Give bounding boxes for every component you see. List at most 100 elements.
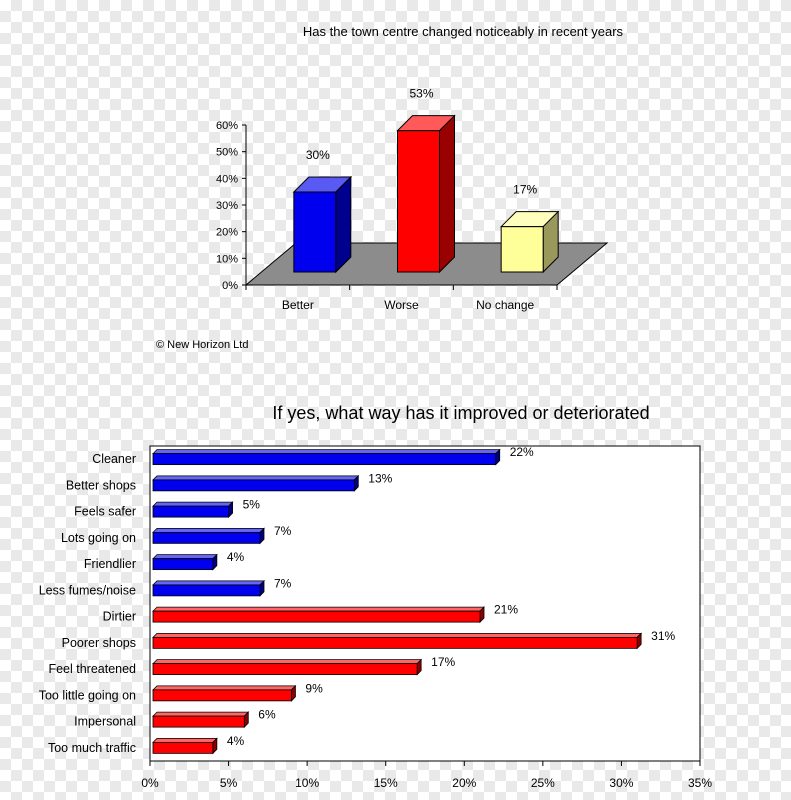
chart2-bar-front [152, 610, 481, 623]
chart2-x-tick-label: 30% [609, 776, 633, 790]
chart1-category-label: No change [476, 298, 534, 312]
chart2-bar [152, 501, 234, 519]
chart2-bar [152, 527, 265, 545]
chart2-bar-top [152, 632, 643, 638]
chart2-bar [152, 737, 218, 755]
chart2-bar-top [152, 554, 218, 560]
chart2-category-label: Too much traffic [48, 741, 136, 755]
chart2-bar [152, 711, 250, 729]
chart1-labels: 30% Better 53% Worse 17% No change [282, 87, 538, 312]
improved-or-deteriorated-chart: If yes, what way has it improved or dete… [39, 403, 713, 790]
chart2-x-tick-label: 0% [141, 776, 159, 790]
chart2-value-label: 4% [227, 550, 245, 564]
chart2-x-tick-label: 10% [295, 776, 319, 790]
chart1-bar-side [439, 114, 455, 274]
chart2-value-label: 22% [510, 445, 534, 459]
chart2-bar-front [152, 505, 229, 518]
chart1-y-ticks: 0% 10% 20% 30% 40% 50% 60% [216, 120, 558, 292]
chart2-bar-top [152, 580, 265, 586]
chart2-title: If yes, what way has it improved or dete… [272, 403, 649, 423]
chart2-bar-top [152, 659, 423, 665]
chart1-value-label: 17% [513, 183, 537, 197]
chart2-value-label: 7% [274, 524, 292, 538]
chart2-category-label: Too little going on [39, 688, 136, 702]
chart2-bar-front [152, 453, 497, 466]
chart1-y-tick-label: 20% [216, 227, 238, 239]
chart1-bar-front [500, 226, 544, 273]
chart2-category-label: Feels safer [74, 505, 136, 519]
chart2-bar [152, 606, 485, 624]
chart2-category-label: Lots going on [61, 531, 136, 545]
chart1-bar [292, 175, 353, 274]
chart2-bar-top [152, 711, 250, 717]
chart2-value-label: 13% [368, 471, 392, 485]
chart1-value-label: 53% [409, 87, 433, 101]
copyright-footnote: © New Horizon Ltd [156, 339, 248, 351]
chart2-bar [152, 553, 218, 571]
chart2-bar [152, 579, 265, 597]
chart1-y-tick-label: 30% [216, 200, 238, 212]
chart2-category-label: Cleaner [92, 452, 136, 466]
chart2-bar-front [152, 584, 261, 597]
chart2-value-label: 4% [227, 734, 245, 748]
chart2-category-label: Less fumes/noise [39, 583, 136, 597]
chart2-category-label: Friendlier [84, 557, 136, 571]
chart2-bar-front [152, 663, 418, 676]
chart1-value-label: 30% [306, 148, 330, 162]
chart1-bar [499, 210, 560, 274]
chart1-y-tick-label: 60% [216, 120, 238, 132]
chart2-bar-top [152, 449, 501, 455]
chart2-plot-area [149, 445, 701, 762]
chart2-labels: 22% Cleaner 13% Better shops 5% Feels safer 7%… [39, 445, 676, 755]
chart1-category-label: Worse [384, 298, 419, 312]
chart2-bar-front [152, 531, 261, 544]
chart1-title: Has the town centre changed noticeably i… [303, 24, 624, 39]
chart2-bar-front [152, 689, 292, 702]
chart2-x-tick-label: 35% [688, 776, 712, 790]
chart2-category-label: Impersonal [74, 715, 136, 729]
chart2-value-label: 9% [305, 681, 323, 695]
chart2-value-label: 7% [274, 576, 292, 590]
chart1-y-tick-label: 10% [216, 253, 238, 265]
chart1-bar [396, 114, 456, 274]
chart2-x-tick-label: 20% [452, 776, 476, 790]
chart2-category-label: Dirtier [103, 610, 136, 624]
chart1-bar-front [293, 191, 337, 273]
chart2-x-ticks: 0% 5% 10% 15% 20% 25% 30% 35% [141, 761, 712, 790]
chart2-x-tick-label: 25% [531, 776, 555, 790]
chart1-y-tick-label: 40% [216, 173, 238, 185]
chart1-bar-side [335, 175, 352, 274]
chart1-y-tick-label: 50% [216, 147, 238, 159]
chart2-x-tick-label: 5% [220, 776, 238, 790]
chart1-bar-front [397, 130, 440, 273]
chart2-bar-top [152, 606, 485, 612]
chart2-bars [152, 448, 643, 755]
chart2-bar-top [152, 737, 218, 743]
chart2-bar-front [152, 715, 245, 728]
chart1-category-label: Better [282, 298, 314, 312]
chart2-bar-front [152, 479, 355, 492]
chart2-x-tick-label: 15% [374, 776, 398, 790]
chart2-bar-front [152, 741, 214, 754]
chart2-bar-top [152, 501, 234, 507]
chart2-value-label: 6% [258, 708, 276, 722]
chart2-bar-top [152, 685, 297, 691]
chart1-bars [292, 114, 560, 274]
chart2-value-label: 21% [494, 603, 518, 617]
chart2-bar [152, 632, 643, 650]
chart2-bar-top [152, 527, 265, 533]
chart2-bar [152, 448, 501, 466]
chart2-bar-top [152, 475, 360, 481]
chart2-category-label: Feel threatened [48, 662, 136, 676]
chart2-bar [152, 684, 297, 702]
chart2-bar [152, 658, 423, 676]
chart2-value-label: 17% [431, 655, 455, 669]
chart2-bar-front [152, 636, 638, 649]
chart2-bar-front [152, 558, 214, 571]
chart2-value-label: 5% [243, 498, 261, 512]
chart2-value-label: 31% [651, 629, 675, 643]
chart2-category-label: Better shops [66, 478, 136, 492]
town-centre-change-chart: Has the town centre changed noticeably i… [156, 24, 624, 351]
chart1-y-tick-label: 0% [222, 280, 238, 292]
